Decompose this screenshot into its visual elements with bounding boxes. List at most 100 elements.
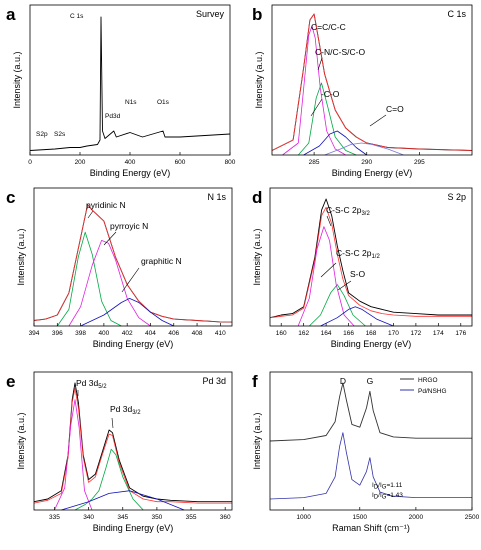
panel-a: 0 200 400 600 800 a Survey Binding Energy (eV) I… — [6, 4, 236, 178]
x-tick-label-e-1: 340 — [83, 514, 94, 521]
ratio-label-1: ID/IG=1.43 — [372, 492, 403, 501]
plot-frame-e — [33, 371, 233, 511]
x-tick-label-d-3: 166 — [343, 330, 354, 337]
y-axis-label-d: Intensity (a.u.) — [252, 228, 262, 285]
annotation-a-1: Pd3d — [105, 113, 121, 120]
series-line-f-1 — [269, 432, 472, 500]
x-tick-label-a-1: 200 — [75, 159, 86, 166]
x-tick-label-c-1: 396 — [52, 330, 63, 337]
x-tick-label-e-4: 355 — [186, 514, 197, 521]
series-line-d-1 — [269, 206, 472, 319]
annotation-c-2: graphitic N — [141, 256, 182, 266]
y-axis-label-e: Intensity (a.u.) — [16, 412, 26, 469]
panel-letter-d: d — [252, 188, 262, 207]
legend-label-1: Pd/NSHG — [418, 388, 447, 395]
series-line-b-4 — [303, 130, 367, 156]
annotation-pointer-c-0 — [87, 210, 94, 219]
series-line-d-2 — [297, 226, 355, 327]
annotation-pointer-d-2 — [337, 280, 352, 291]
annotation-b-2: -C-O — [321, 89, 340, 99]
annotation-c-0: pyridinic N — [86, 200, 126, 210]
annotation-pointer-b-3 — [369, 114, 387, 127]
x-axis-label-f: Raman Shift (cm⁻¹) — [332, 523, 410, 533]
x-tick-label-d-2: 164 — [321, 330, 332, 337]
panel-title-e: Pd 3d — [202, 376, 226, 386]
x-tick-label-c-8: 410 — [215, 330, 226, 337]
series-line-e-4 — [61, 490, 185, 511]
annotation-e-0: Pd 3d5/2 — [76, 378, 107, 390]
x-tick-label-c-3: 400 — [98, 330, 109, 337]
x-tick-label-d-1: 162 — [298, 330, 309, 337]
x-tick-label-d-0: 160 — [276, 330, 287, 337]
panel-letter-e: e — [6, 372, 15, 391]
series-line-b-2 — [282, 25, 346, 156]
annotation-pointer-c-2 — [121, 267, 140, 293]
panel-d: 160 162 164 166 168 170 172 174 176 d S 2p Binding … — [252, 187, 473, 349]
x-tick-label-b-2: 295 — [414, 159, 425, 166]
panel-letter-a: a — [6, 5, 16, 24]
x-tick-label-a-0: 0 — [28, 159, 32, 166]
y-axis-label-a: Intensity (a.u.) — [12, 51, 22, 108]
y-axis-label-f: Intensity (a.u.) — [252, 412, 262, 469]
x-tick-label-b-1: 290 — [361, 159, 372, 166]
x-tick-label-c-6: 406 — [168, 330, 179, 337]
annotation-pointer-e-1 — [111, 417, 114, 429]
series-line-c-1 — [33, 204, 232, 323]
series-line-b-5 — [324, 142, 404, 156]
x-tick-label-a-3: 600 — [175, 159, 186, 166]
peak-label-1: G — [367, 376, 374, 386]
x-tick-label-a-4: 800 — [225, 159, 236, 166]
annotation-a-5: S2s — [54, 131, 66, 138]
panel-title-d: S 2p — [447, 192, 466, 202]
series-line-f-0 — [269, 382, 472, 442]
x-tick-label-d-4: 168 — [366, 330, 377, 337]
annotation-pointer-c-1 — [103, 231, 117, 246]
panel-title-a: Survey — [196, 9, 225, 19]
series-line-e-0 — [33, 382, 232, 503]
x-tick-label-c-5: 404 — [145, 330, 156, 337]
x-tick-label-f-2: 2000 — [409, 514, 424, 521]
peak-label-0: D — [340, 376, 346, 386]
x-axis-label-c: Binding Energy (eV) — [93, 339, 174, 349]
plot-frame-b — [271, 4, 473, 156]
annotation-c-1: pyrroyic N — [110, 221, 148, 231]
series-line-c-3 — [68, 240, 151, 327]
x-tick-label-c-7: 408 — [192, 330, 203, 337]
series-line-b-3 — [297, 82, 357, 156]
y-axis-label-b: Intensity (a.u.) — [254, 51, 264, 108]
annotation-d-1: C-S-C 2p1/2 — [336, 248, 380, 260]
x-axis-label-d: Binding Energy (eV) — [331, 339, 412, 349]
plot-frame-f — [269, 371, 473, 511]
annotation-b-0: C=C/C-C — [311, 22, 346, 32]
annotation-a-0: C 1s — [70, 13, 84, 20]
x-tick-label-d-7: 174 — [433, 330, 444, 337]
annotation-pointer-d-1 — [320, 262, 337, 278]
x-tick-label-f-1: 1500 — [353, 514, 368, 521]
panel-title-b: C 1s — [447, 9, 466, 19]
series-line-e-3 — [74, 448, 144, 511]
panel-letter-f: f — [252, 372, 258, 391]
x-tick-label-d-6: 172 — [410, 330, 421, 337]
panel-e: 335 340 345 350 355 360 e Pd 3d Binding Energy (… — [6, 371, 233, 533]
x-tick-label-b-0: 285 — [309, 159, 320, 166]
annotation-pointer-d-0 — [326, 215, 332, 227]
x-axis-label-a: Binding Energy (eV) — [90, 168, 171, 178]
x-tick-label-e-2: 345 — [117, 514, 128, 521]
series-line-c-4 — [80, 298, 174, 327]
plot-frame-c — [33, 187, 233, 327]
x-tick-label-e-5: 360 — [220, 514, 231, 521]
panel-title-c: N 1s — [207, 192, 226, 202]
annotation-a-2: N1s — [125, 99, 137, 106]
x-tick-label-f-0: 1000 — [296, 514, 311, 521]
series-line-d-3 — [309, 284, 366, 327]
panel-f: 1000 1500 2000 2500 f Raman Shift (cm⁻¹) Inten… — [252, 371, 480, 533]
series-line-b-1 — [271, 13, 473, 151]
legend-label-0: HRGO — [418, 377, 438, 384]
panel-b: 285 290 295 b C 1s Binding Energy (eV) Intensi… — [252, 4, 473, 178]
annotation-b-1: C-N/C-S/C-O — [315, 47, 365, 57]
panel-letter-c: c — [6, 188, 15, 207]
x-tick-label-d-5: 170 — [388, 330, 399, 337]
annotation-a-3: O1s — [157, 99, 170, 106]
annotation-a-4: S2p — [36, 131, 48, 138]
x-tick-label-c-2: 398 — [75, 330, 86, 337]
